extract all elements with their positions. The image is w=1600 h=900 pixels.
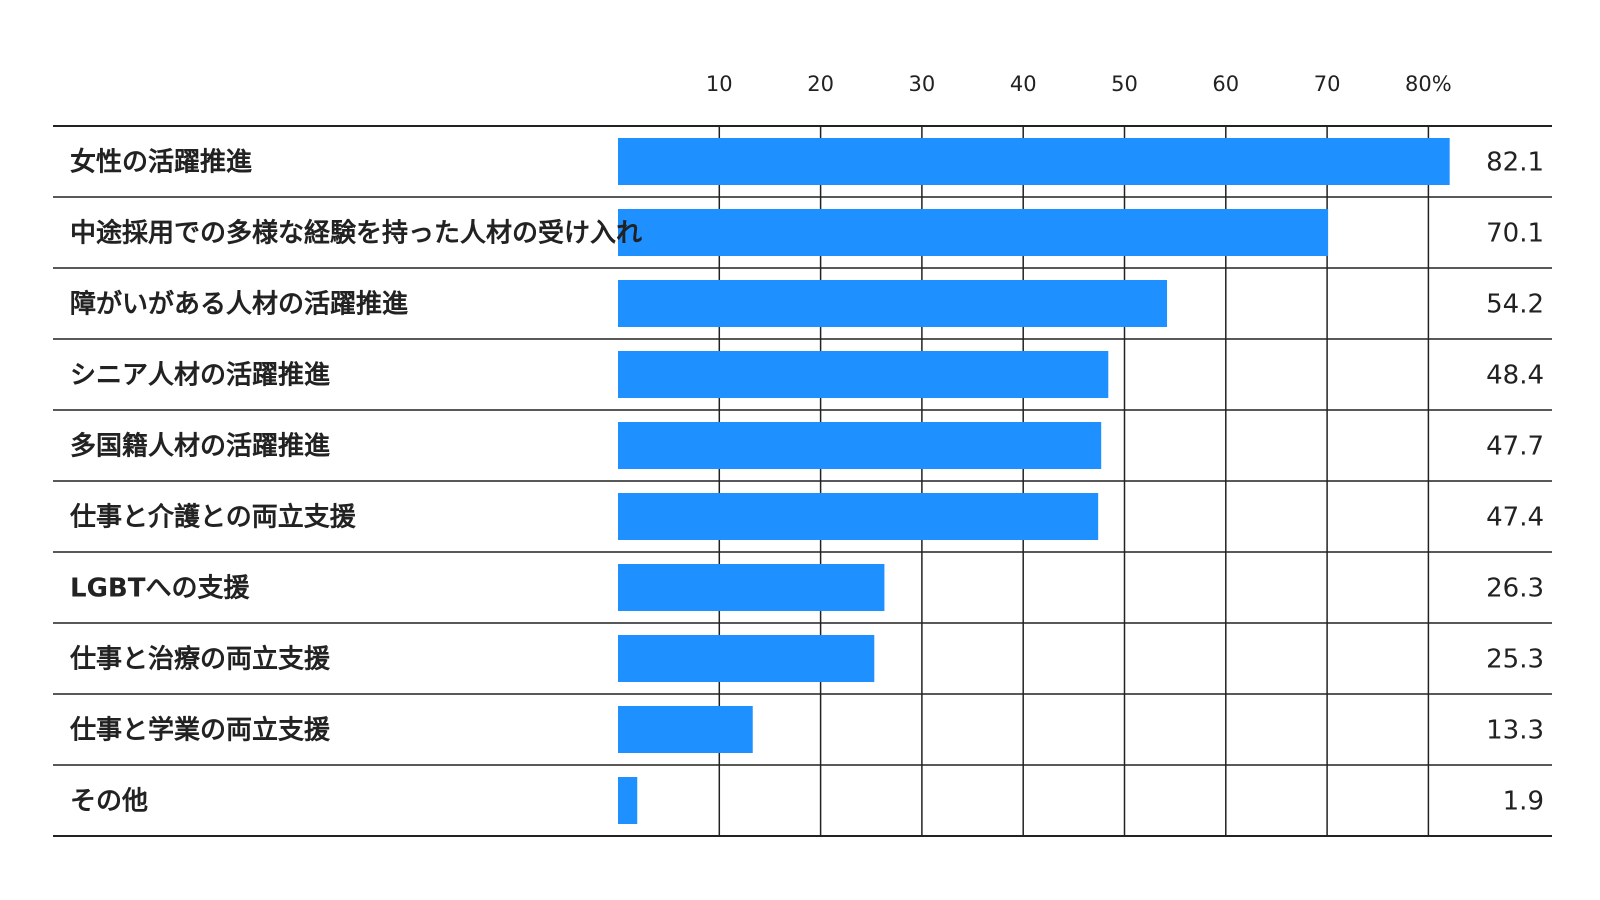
value-label: 54.2 [1486, 290, 1544, 320]
bar [618, 635, 875, 682]
x-tick-label: 50 [1111, 72, 1138, 96]
bar [618, 422, 1102, 469]
value-label: 47.7 [1486, 432, 1544, 462]
value-label: 1.9 [1503, 787, 1544, 817]
x-tick-label: 40 [1010, 72, 1037, 96]
value-label: 48.4 [1486, 361, 1544, 391]
category-label: 女性の活躍推進 [70, 147, 252, 178]
bar [618, 706, 753, 753]
value-label: 47.4 [1486, 503, 1544, 533]
category-label: 仕事と治療の両立支援 [69, 644, 331, 675]
category-label: 障がいがある人材の活躍推進 [70, 289, 408, 320]
bar [618, 351, 1109, 398]
category-label: 中途採用での多様な経験を持った人材の受け入れ [70, 218, 642, 249]
x-tick-label: 10 [706, 72, 733, 96]
x-tick-label: 60 [1212, 72, 1239, 96]
x-tick-label: 20 [807, 72, 834, 96]
x-tick-label: 70 [1314, 72, 1341, 96]
x-tick-label: 30 [909, 72, 936, 96]
bar [618, 564, 885, 611]
category-label: その他 [70, 787, 148, 817]
value-label: 82.1 [1486, 148, 1544, 178]
bar [618, 280, 1168, 327]
value-label: 70.1 [1486, 219, 1544, 249]
bar [618, 777, 638, 824]
category-label: LGBTへの支援 [70, 574, 250, 604]
bar [618, 138, 1450, 185]
category-label: 仕事と学業の両立支援 [69, 715, 331, 746]
bar [618, 493, 1099, 540]
bar [618, 209, 1329, 256]
category-label: シニア人材の活躍推進 [70, 361, 330, 391]
x-tick-label: 80% [1405, 72, 1452, 96]
category-label: 多国籍人材の活躍推進 [70, 431, 330, 462]
value-label: 13.3 [1486, 716, 1544, 746]
value-label: 25.3 [1486, 645, 1544, 675]
category-label: 仕事と介護との両立支援 [69, 502, 357, 533]
value-label: 26.3 [1486, 574, 1544, 604]
